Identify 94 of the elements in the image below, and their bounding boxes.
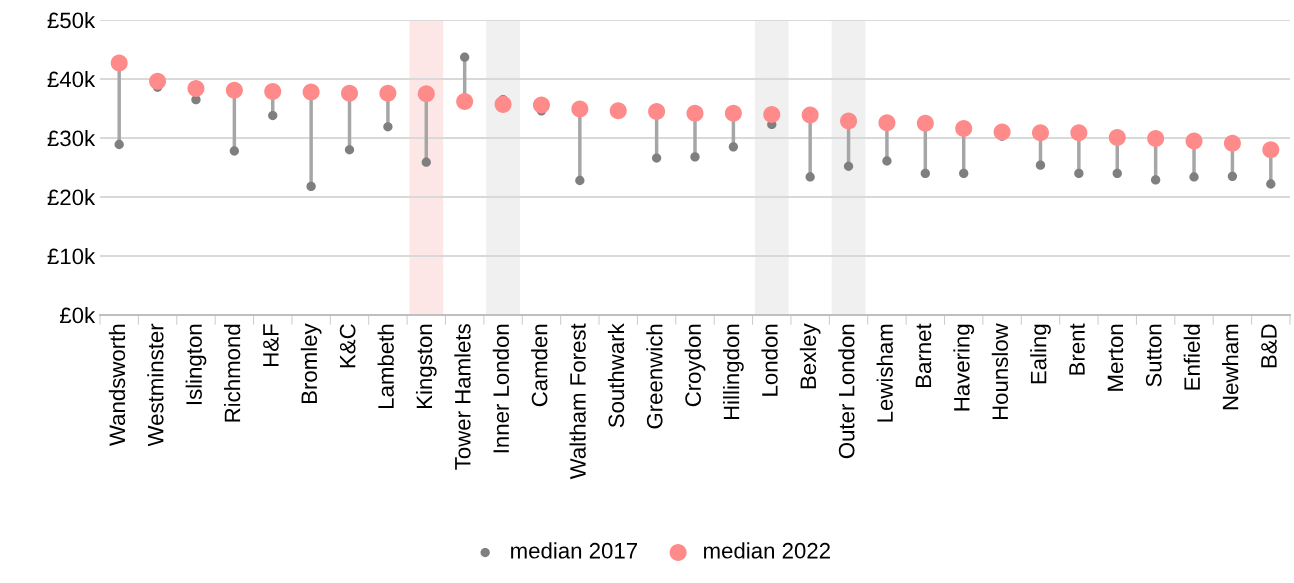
- point: [651, 153, 662, 163]
- x-tick-label: Merton: [1107, 324, 1124, 391]
- y-tick-label: £0k: [59, 306, 96, 324]
- point: [1070, 124, 1088, 142]
- point: [532, 96, 550, 114]
- point: [110, 54, 128, 72]
- point: [114, 139, 124, 150]
- point: [494, 95, 512, 113]
- point: [955, 120, 973, 138]
- point: [1150, 175, 1161, 185]
- point: [724, 104, 742, 122]
- y-tick-label: £30k: [47, 129, 96, 147]
- point: [648, 102, 666, 120]
- x-tick-label: Ealing: [1030, 324, 1051, 384]
- x-tick-label: Newham: [1222, 324, 1239, 410]
- point: [763, 105, 781, 123]
- point: [728, 142, 739, 152]
- point: [149, 72, 167, 90]
- x-tick-label: Richmond: [224, 324, 241, 422]
- point: [1223, 134, 1241, 152]
- x-tick-label: Outer London: [838, 324, 855, 459]
- point: [187, 79, 205, 97]
- x-tick-label: Enfield: [1183, 324, 1200, 390]
- x-tick-label: Lambeth: [377, 324, 394, 408]
- point: [1147, 130, 1165, 148]
- x-tick-label: Croydon: [684, 324, 706, 407]
- x-tick-label: Westminster: [147, 323, 164, 447]
- x-tick-label: Bromley: [300, 323, 322, 404]
- y-tick-label: £10k: [47, 247, 96, 265]
- legend-label: median 2022: [704, 542, 830, 559]
- x-tick-label: Tower Hamlets: [454, 324, 471, 470]
- point: [916, 114, 934, 132]
- point: [1227, 171, 1238, 182]
- x-tick-label: Sutton: [1145, 324, 1162, 387]
- point: [920, 168, 930, 179]
- point: [341, 84, 359, 102]
- point: [1112, 168, 1122, 179]
- point: [417, 85, 435, 103]
- x-tick-label: Inner London: [492, 324, 510, 453]
- point: [1074, 168, 1084, 179]
- x-tick-label: Kingston: [415, 324, 437, 408]
- point: [571, 100, 589, 118]
- legend-label: median 2017: [511, 542, 638, 559]
- point: [1035, 160, 1046, 170]
- x-tick-label: Barnet: [915, 323, 932, 387]
- point: [344, 145, 355, 155]
- point: [1031, 124, 1049, 142]
- point: [690, 152, 700, 162]
- point: [805, 172, 815, 182]
- point: [460, 52, 470, 62]
- point: [575, 175, 585, 186]
- x-tick-label: H&F: [263, 324, 279, 366]
- point: [379, 84, 397, 102]
- point: [1262, 141, 1280, 159]
- point: [264, 82, 282, 100]
- point: [1189, 172, 1199, 182]
- x-tick-label: Camden: [531, 324, 548, 407]
- x-tick-label: K&C: [339, 324, 356, 368]
- point: [229, 146, 240, 156]
- point: [882, 156, 892, 166]
- point: [268, 110, 278, 121]
- x-tick-label: Greenwich: [646, 324, 663, 429]
- point: [1108, 128, 1126, 146]
- point: [840, 112, 858, 130]
- point: [456, 92, 474, 110]
- x-tick-label: B&D: [1261, 324, 1277, 368]
- point: [801, 106, 819, 124]
- point: [306, 181, 316, 192]
- x-tick-label: Brent: [1069, 323, 1085, 375]
- point: [843, 161, 854, 171]
- point: [609, 102, 627, 120]
- x-tick-label: Havering: [953, 324, 975, 411]
- point: [686, 104, 704, 122]
- point: [959, 168, 969, 179]
- point: [383, 122, 393, 132]
- x-tick-label: Lewisham: [876, 324, 893, 422]
- point: [421, 157, 431, 167]
- point: [993, 123, 1011, 141]
- point: [302, 83, 320, 101]
- point: [878, 114, 896, 132]
- x-tick-label: London: [761, 324, 778, 396]
- y-tick-label: £40k: [47, 70, 96, 88]
- x-tick-label: Hillingdon: [723, 324, 744, 420]
- point: [1185, 132, 1203, 150]
- x-tick-label: Islington: [185, 324, 207, 405]
- point: [225, 81, 243, 99]
- x-tick-label: Southwark: [607, 323, 625, 428]
- x-tick-label: Waltham Forest: [569, 323, 586, 480]
- x-tick-label: Bexley: [799, 323, 821, 389]
- y-tick-label: £50k: [47, 11, 96, 29]
- x-tick-label: Wandsworth: [108, 324, 126, 446]
- y-tick-label: £20k: [47, 188, 96, 206]
- point: [1266, 179, 1276, 189]
- x-tick-label: Hounslow: [991, 323, 1009, 420]
